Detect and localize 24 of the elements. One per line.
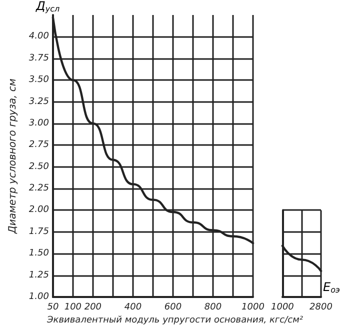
x-tick-label: 200 xyxy=(84,302,102,312)
x-axis-title: Эквивалентный модуль упругости основания, кгс/см² xyxy=(46,316,304,326)
y-tick-label: 3.50 xyxy=(28,75,50,86)
x-tick-label: 50 xyxy=(47,302,59,312)
y-tick-label: 2.25 xyxy=(28,184,50,194)
y-tick-label: 3.00 xyxy=(28,118,50,128)
y-tick-label: 3.75 xyxy=(28,53,50,64)
y-tick-label: 2.50 xyxy=(28,162,50,172)
y-axis-title: Диаметр условного груза, см xyxy=(8,78,18,234)
x-tick-label: 100 xyxy=(64,302,82,312)
y-tick-label: 1.25 xyxy=(28,270,50,280)
x-tick-label: 600 xyxy=(164,302,182,312)
y-tick-label: 3.25 xyxy=(28,96,50,107)
x-tick-label: 1000 xyxy=(271,302,294,312)
x-tick-label: 800 xyxy=(204,302,222,312)
x-tick-label: 2800 xyxy=(310,302,333,312)
y-tick-label: 2.00 xyxy=(28,205,50,216)
x-tick-label: 1000 xyxy=(242,302,265,312)
y-tick-label: 1.00 xyxy=(28,292,50,302)
y-tick-label: 4.00 xyxy=(28,32,50,42)
y-tick-label: 1.50 xyxy=(28,248,50,259)
y-tick-label: 2.75 xyxy=(28,140,50,150)
x-tick-label: 400 xyxy=(124,302,142,312)
y-tick-label: 1.75 xyxy=(28,226,50,237)
